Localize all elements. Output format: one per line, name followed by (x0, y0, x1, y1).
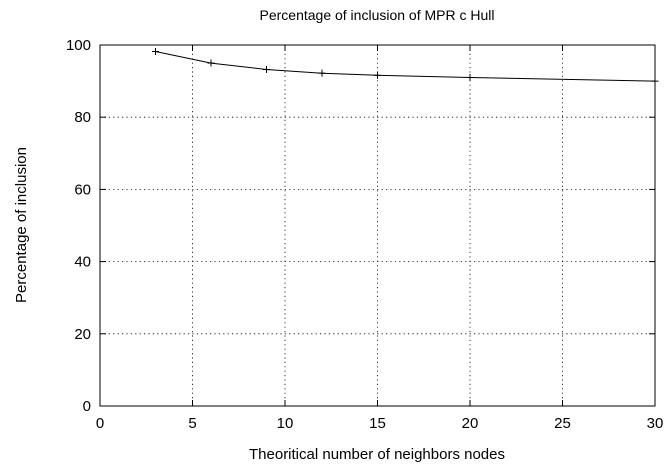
y-tick-label: 100 (66, 37, 91, 54)
y-tick-labels: 0 20 40 60 80 100 (66, 37, 91, 415)
y-tick-label: 60 (74, 181, 91, 198)
data-point (374, 71, 381, 79)
x-tick-label: 25 (554, 415, 571, 432)
chart-title: Percentage of inclusion of MPR c Hull (260, 7, 495, 23)
x-axis-label: Theoritical number of neighbors nodes (249, 446, 505, 463)
y-tick-label: 20 (74, 326, 91, 343)
x-tick-label: 5 (188, 415, 196, 432)
x-tick-label: 10 (277, 415, 294, 432)
y-tick-label: 0 (83, 398, 91, 415)
data-point (318, 69, 326, 77)
series-line (155, 51, 656, 82)
series (152, 47, 659, 85)
x-tick-label: 0 (96, 415, 104, 432)
grid (100, 45, 655, 406)
data-point (263, 66, 270, 74)
data-point (651, 77, 659, 85)
x-tick-label: 15 (369, 415, 386, 432)
data-point (207, 59, 215, 67)
y-tick-label: 40 (74, 254, 91, 271)
y-axis-label: Percentage of inclusion (13, 147, 30, 303)
x-tick-label: 30 (647, 415, 664, 432)
y-tick-label: 80 (74, 109, 91, 126)
x-tick-label: 20 (462, 415, 479, 432)
data-point (466, 73, 474, 81)
data-point (152, 47, 159, 55)
ticks (99, 44, 656, 407)
x-tick-labels: 0 5 10 15 20 25 30 (96, 415, 664, 432)
